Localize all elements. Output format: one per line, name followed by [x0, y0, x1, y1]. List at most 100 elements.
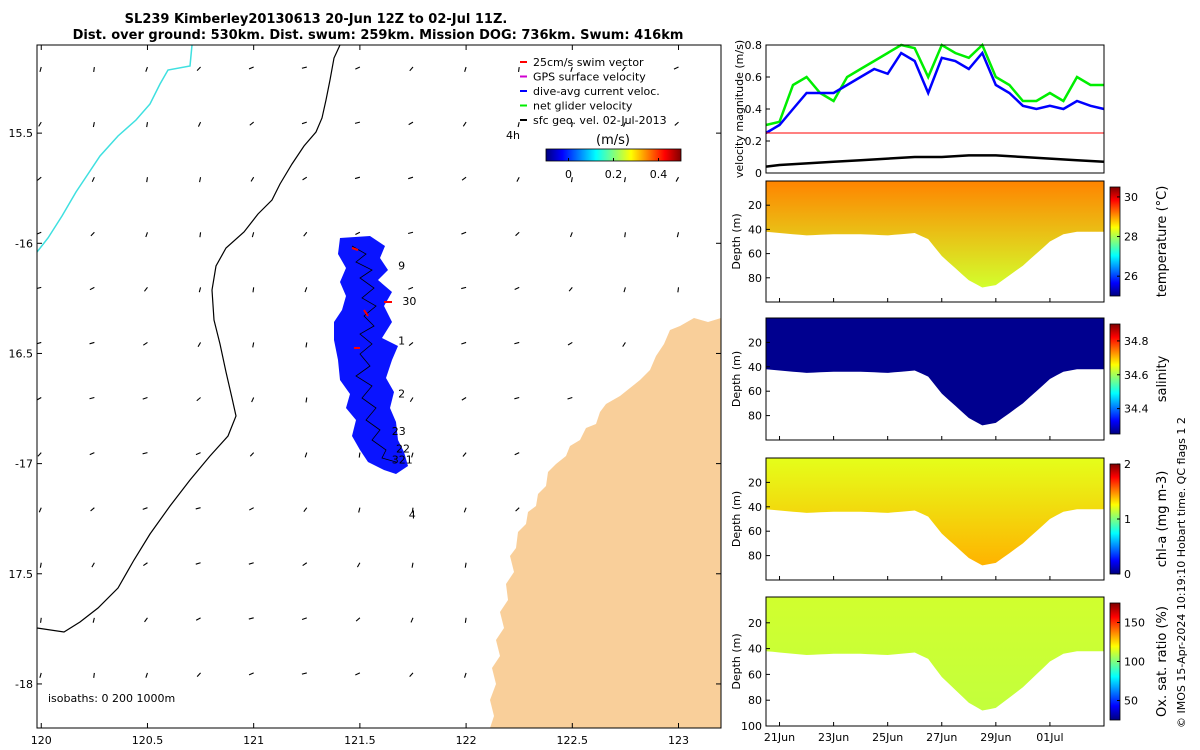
current-vector [251, 232, 255, 238]
track-map: 120 120.5 121 121.5 122 122.5 123 15.5-1616.5-… [9, 44, 722, 747]
current-vector [144, 287, 148, 292]
glider-track-swath [334, 236, 408, 474]
current-vector [248, 617, 254, 620]
map-colorbar-tick-label: 0.4 [650, 168, 668, 181]
current-vector [354, 176, 361, 180]
map-legend: 25cm/s swim vector GPS surface velocitydi… [520, 56, 667, 127]
depth-tick-label: 20 [748, 617, 762, 630]
map-x-tick-label: 120.5 [132, 734, 164, 747]
current-vector [303, 231, 308, 237]
map-colorbar-ticks: 0 0.2 0.4 [565, 158, 667, 181]
time-tick-label: 29Jun [980, 731, 1011, 744]
current-vector [249, 507, 254, 511]
current-vector [90, 231, 95, 237]
current-vector [91, 176, 95, 182]
chart-subtitle: Dist. over ground: 530km. Dist. swum: 25… [73, 28, 684, 43]
map-y-tick-label: -18 [15, 678, 33, 691]
colorbar-tick-label: 34.4 [1124, 403, 1149, 416]
depth-tick-label: 80 [748, 272, 762, 285]
depth-tick-label: 40 [748, 501, 762, 514]
current-vector [143, 562, 148, 567]
current-vector [249, 452, 255, 457]
current-vector [461, 176, 467, 181]
velocity-y-tick-label: 0.4 [745, 103, 763, 116]
depth-tick-label: 60 [748, 668, 762, 681]
current-vector [199, 727, 201, 728]
current-vector [569, 232, 573, 238]
footer-timestamp: © IMOS 15-Apr-2024 10:19:10 Hobart time.… [1175, 417, 1188, 728]
swim-vectors [351, 247, 392, 349]
current-vector [89, 396, 95, 400]
legend-entry: sfc geo. vel. 02-Jul-2013 [533, 114, 667, 127]
colorbar-tick-label: 28 [1124, 231, 1138, 244]
chla-section-colorbar-label: chl-a (mg m-3) [1155, 471, 1170, 568]
glider-track-line [351, 245, 397, 463]
current-vector [37, 452, 42, 457]
current-vector [195, 562, 201, 565]
map-x-tick-label: 121.5 [344, 734, 376, 747]
depth-tick-label: 80 [748, 550, 762, 563]
velocity-series-line [765, 154, 1105, 168]
land-mass [490, 318, 721, 728]
current-vector [142, 507, 148, 510]
velocity-y-tick-label: 0.2 [745, 135, 763, 148]
current-vector [248, 672, 254, 676]
current-vector [622, 342, 626, 347]
current-vector [195, 452, 201, 456]
depth-tick-label: 20 [748, 199, 762, 212]
map-axes-frame [36, 44, 722, 729]
current-vector [93, 727, 95, 728]
map-x-tick-label: 120 [31, 734, 52, 747]
depth-tick-label: 60 [748, 385, 762, 398]
current-vector [142, 452, 148, 455]
salinity-section-colorbar-label: salinity [1155, 355, 1170, 402]
oxygen-section-colorbar-label: Ox. sat. ratio (%) [1155, 606, 1170, 717]
current-vector [38, 121, 42, 127]
time-axis: 21Jun 23Jun 25Jun 27Jun 29Jun 01Jul [764, 731, 1064, 744]
current-vector [89, 452, 95, 456]
chla-section-y-axis-label: Depth (m) [730, 491, 743, 547]
time-tick-label: 01Jul [1036, 731, 1063, 744]
current-vector [410, 617, 414, 623]
track-day-label: 2 [398, 388, 405, 401]
current-vector [465, 727, 467, 728]
current-vector [91, 562, 95, 568]
time-tick-label: 23Jun [818, 731, 849, 744]
current-vector [93, 66, 95, 73]
current-vector [93, 672, 95, 678]
current-vector [142, 396, 148, 400]
current-vector [623, 177, 626, 183]
temperature-section-colorbar-label: temperature (°C) [1155, 186, 1170, 298]
depth-tick-label: 100 [741, 720, 762, 733]
current-vector [358, 452, 361, 458]
current-vector [37, 176, 42, 181]
colorbar-tick-label: 26 [1124, 270, 1138, 283]
current-vector [89, 286, 95, 291]
current-vector [461, 286, 467, 290]
current-vector [303, 507, 308, 513]
current-vector [355, 617, 361, 622]
current-vector [355, 66, 361, 70]
current-vector [145, 66, 148, 72]
current-vector [195, 507, 201, 510]
track-day-label: 9 [398, 260, 405, 273]
current-vector [408, 342, 414, 346]
current-vector [356, 562, 361, 568]
salinity-section-frame [765, 317, 1105, 441]
current-vector [198, 287, 202, 293]
current-vector [89, 341, 95, 345]
colorbar-tick-label: 2 [1124, 458, 1131, 471]
current-vector [408, 231, 414, 235]
current-vector [249, 121, 255, 126]
colorbar-tick-label: 34.8 [1124, 335, 1149, 348]
current-vector [568, 287, 573, 292]
current-vector [37, 397, 42, 401]
current-vector [40, 617, 42, 623]
temperature-section-y-axis-label: Depth (m) [730, 213, 743, 269]
current-vector [92, 617, 95, 623]
current-vector [355, 672, 361, 676]
current-vector [39, 562, 42, 568]
current-vector [90, 507, 95, 512]
